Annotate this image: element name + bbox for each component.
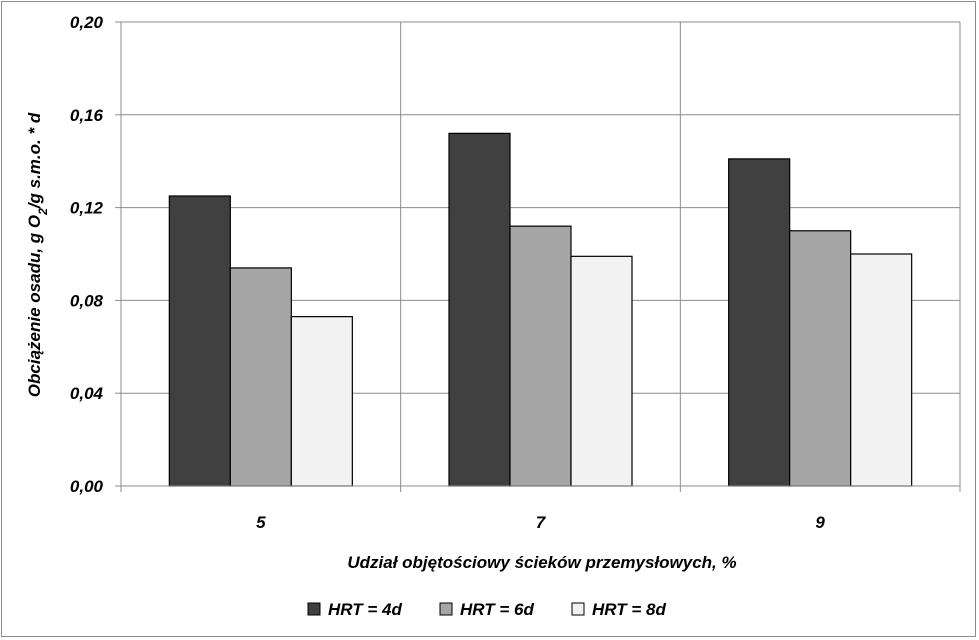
bar-hrt4d-9: [728, 158, 791, 487]
y-tick-label: 0,00: [70, 477, 104, 496]
legend-label: HRT = 8d: [592, 600, 666, 619]
y-tick-label: 0,04: [70, 384, 104, 403]
y-tick-label: 0,20: [70, 13, 104, 32]
x-tick-label: 5: [256, 513, 266, 532]
bar-hrt8d-7: [570, 255, 633, 487]
y-tick-label: 0,12: [70, 199, 104, 218]
axes: [115, 21, 961, 492]
legend-swatch: [307, 602, 321, 616]
legend-label: HRT = 6d: [460, 600, 534, 619]
x-tick-label: 7: [536, 513, 547, 532]
bar-hrt6d-7: [509, 225, 572, 487]
bar-hrt6d-5: [229, 267, 292, 487]
legend-swatch: [439, 602, 453, 616]
bar-hrt8d-5: [290, 316, 353, 487]
legend-label: HRT = 4d: [328, 600, 402, 619]
bar-hrt4d-7: [448, 132, 511, 487]
y-axis-label: Obciążenie osadu, g O2/g s.m.o. * d: [25, 112, 50, 397]
bars: [168, 132, 913, 487]
legend: HRT = 4d HRT = 6d HRT = 8d: [307, 600, 666, 619]
bar-hrt4d-5: [168, 195, 231, 487]
y-tick-label: 0,16: [70, 106, 104, 125]
x-axis-label: Udział objętościowy ścieków przemysłowyc…: [347, 553, 736, 572]
bar-hrt6d-9: [789, 230, 852, 487]
x-tick-labels: 5 7 9: [256, 513, 825, 532]
y-tick-labels: 0,00 0,04 0,08 0,12 0,16 0,20: [70, 13, 104, 496]
legend-swatch: [571, 602, 585, 616]
y-tick-label: 0,08: [70, 291, 104, 310]
x-tick-label: 9: [815, 513, 825, 532]
bar-hrt8d-9: [850, 253, 913, 487]
